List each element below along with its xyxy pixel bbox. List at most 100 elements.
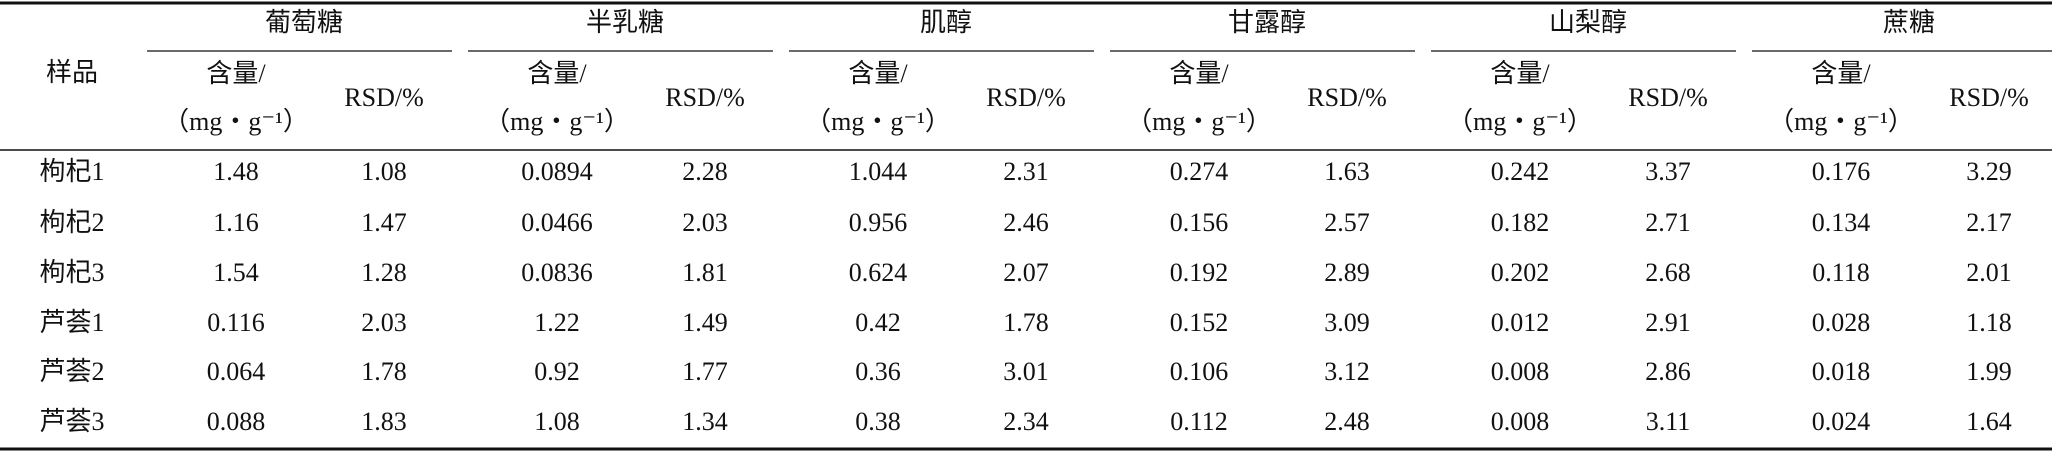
- rsd-header: RSD/%: [1307, 83, 1386, 112]
- value-cell: 0.0466: [521, 208, 593, 237]
- value-cell: 2.28: [682, 157, 728, 186]
- value-cell: 2.34: [1003, 407, 1049, 436]
- rsd-header: RSD/%: [986, 83, 1065, 112]
- rsd-header: RSD/%: [1949, 83, 2028, 112]
- sample-cell: 枸杞3: [39, 258, 104, 287]
- value-cell: 0.624: [849, 258, 908, 287]
- value-cell: 0.92: [534, 357, 580, 386]
- value-cell: 0.192: [1170, 258, 1229, 287]
- content-header: 含量/: [1169, 59, 1229, 88]
- value-cell: 1.54: [213, 258, 259, 287]
- sample-cell: 芦荟2: [39, 357, 104, 386]
- value-cell: 2.71: [1645, 208, 1691, 237]
- value-cell: 2.31: [1003, 157, 1049, 186]
- value-cell: 1.78: [361, 357, 407, 386]
- sample-cell: 芦荟1: [39, 308, 104, 337]
- value-cell: 2.48: [1324, 407, 1370, 436]
- group-header: 山梨醇: [1549, 8, 1627, 37]
- value-cell: 1.99: [1966, 357, 2012, 386]
- unit-header: （mg・g⁻¹）: [1126, 107, 1272, 136]
- group-header: 半乳糖: [586, 8, 664, 37]
- value-cell: 0.118: [1812, 258, 1870, 287]
- value-cell: 0.176: [1812, 157, 1871, 186]
- unit-header: （mg・g⁻¹）: [484, 107, 630, 136]
- value-cell: 1.044: [849, 157, 908, 186]
- value-cell: 2.89: [1324, 258, 1370, 287]
- value-cell: 2.46: [1003, 208, 1049, 237]
- value-cell: 0.182: [1491, 208, 1550, 237]
- value-cell: 0.274: [1170, 157, 1229, 186]
- value-cell: 3.29: [1966, 157, 2012, 186]
- content-header: 含量/: [1811, 59, 1871, 88]
- content-header: 含量/: [1490, 59, 1550, 88]
- value-cell: 3.37: [1645, 157, 1691, 186]
- value-cell: 1.64: [1966, 407, 2012, 436]
- value-cell: 0.152: [1170, 308, 1229, 337]
- sample-cell: 芦荟3: [39, 407, 104, 436]
- value-cell: 0.024: [1812, 407, 1871, 436]
- value-cell: 0.064: [207, 357, 266, 386]
- value-cell: 0.012: [1491, 308, 1550, 337]
- value-cell: 0.134: [1812, 208, 1871, 237]
- value-cell: 0.42: [855, 308, 901, 337]
- value-cell: 1.81: [682, 258, 728, 287]
- value-cell: 0.202: [1491, 258, 1550, 287]
- value-cell: 0.956: [849, 208, 908, 237]
- value-cell: 2.01: [1966, 258, 2012, 287]
- value-cell: 0.018: [1812, 357, 1871, 386]
- value-cell: 2.91: [1645, 308, 1691, 337]
- value-cell: 1.08: [361, 157, 407, 186]
- value-cell: 1.83: [361, 407, 407, 436]
- value-cell: 2.07: [1003, 258, 1049, 287]
- value-cell: 1.16: [213, 208, 259, 237]
- value-cell: 1.34: [682, 407, 728, 436]
- content-header: 含量/: [527, 59, 587, 88]
- value-cell: 0.116: [207, 308, 265, 337]
- value-cell: 0.0836: [521, 258, 593, 287]
- value-cell: 0.242: [1491, 157, 1550, 186]
- value-cell: 0.156: [1170, 208, 1229, 237]
- value-cell: 0.088: [207, 407, 266, 436]
- value-cell: 0.106: [1170, 357, 1229, 386]
- group-header: 甘露醇: [1228, 8, 1306, 37]
- value-cell: 2.57: [1324, 208, 1370, 237]
- value-cell: 0.36: [855, 357, 901, 386]
- value-cell: 1.22: [534, 308, 580, 337]
- value-cell: 0.38: [855, 407, 901, 436]
- value-cell: 2.68: [1645, 258, 1691, 287]
- value-cell: 1.49: [682, 308, 728, 337]
- value-cell: 2.17: [1966, 208, 2012, 237]
- value-cell: 0.028: [1812, 308, 1871, 337]
- value-cell: 0.112: [1170, 407, 1228, 436]
- value-cell: 1.48: [213, 157, 259, 186]
- unit-header: （mg・g⁻¹）: [805, 107, 951, 136]
- group-header: 葡萄糖: [265, 8, 343, 37]
- value-cell: 1.77: [682, 357, 728, 386]
- value-cell: 0.008: [1491, 357, 1550, 386]
- value-cell: 2.03: [682, 208, 728, 237]
- group-header: 蔗糖: [1883, 8, 1935, 37]
- rsd-header: RSD/%: [665, 83, 744, 112]
- sample-cell: 枸杞2: [39, 208, 104, 237]
- group-header: 肌醇: [920, 8, 972, 37]
- value-cell: 3.11: [1646, 407, 1691, 436]
- value-cell: 2.03: [361, 308, 407, 337]
- value-cell: 3.01: [1003, 357, 1049, 386]
- value-cell: 1.47: [361, 208, 407, 237]
- rsd-header: RSD/%: [344, 83, 423, 112]
- value-cell: 1.63: [1324, 157, 1370, 186]
- value-cell: 0.0894: [521, 157, 593, 186]
- rsd-header: RSD/%: [1628, 83, 1707, 112]
- content-header: 含量/: [848, 59, 908, 88]
- sample-cell: 枸杞1: [39, 157, 104, 186]
- unit-header: （mg・g⁻¹）: [1447, 107, 1593, 136]
- content-header: 含量/: [206, 59, 266, 88]
- value-cell: 3.12: [1324, 357, 1370, 386]
- value-cell: 1.18: [1966, 308, 2012, 337]
- sample-header: 样品: [46, 58, 98, 87]
- unit-header: （mg・g⁻¹）: [163, 107, 309, 136]
- unit-header: （mg・g⁻¹）: [1768, 107, 1914, 136]
- value-cell: 2.86: [1645, 357, 1691, 386]
- value-cell: 0.008: [1491, 407, 1550, 436]
